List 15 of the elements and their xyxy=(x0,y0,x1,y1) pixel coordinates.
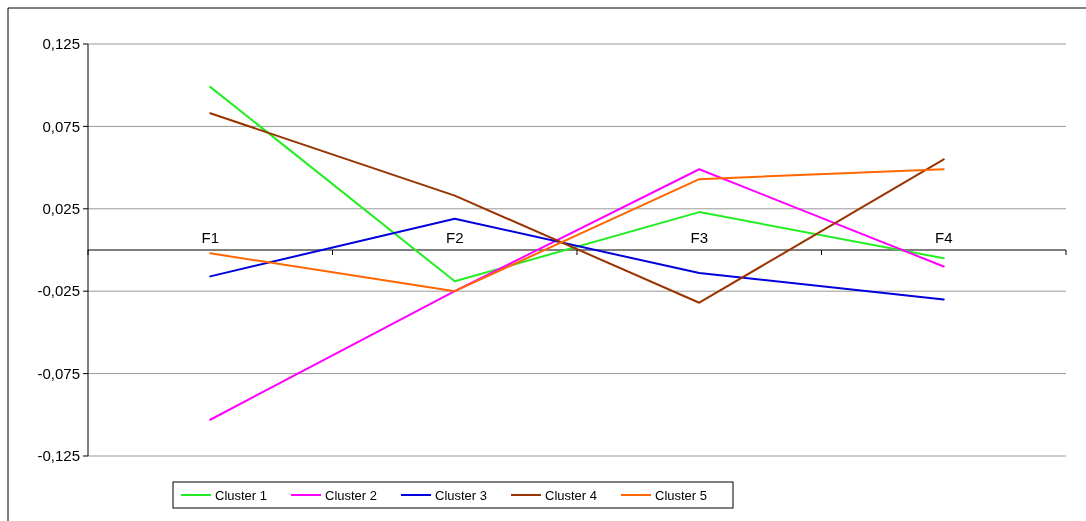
x-tick-label: F2 xyxy=(445,229,464,246)
legend-label: Cluster 5 xyxy=(655,487,708,503)
y-tick-label: -0,075 xyxy=(37,364,80,382)
legend-label: Cluster 1 xyxy=(215,487,268,503)
y-tick-label: -0,025 xyxy=(37,282,80,300)
y-tick-label: 0,125 xyxy=(42,35,80,53)
x-tick-label: F4 xyxy=(934,229,953,246)
legend-label: Cluster 3 xyxy=(435,487,488,503)
y-tick-label: 0,075 xyxy=(42,117,80,135)
y-tick-label: 0,025 xyxy=(42,200,80,218)
y-tick-label: -0,125 xyxy=(37,447,80,465)
legend-label: Cluster 2 xyxy=(325,487,378,503)
legend-label: Cluster 4 xyxy=(545,487,598,503)
x-tick-label: F3 xyxy=(690,229,709,246)
x-tick-label: F1 xyxy=(201,229,220,246)
